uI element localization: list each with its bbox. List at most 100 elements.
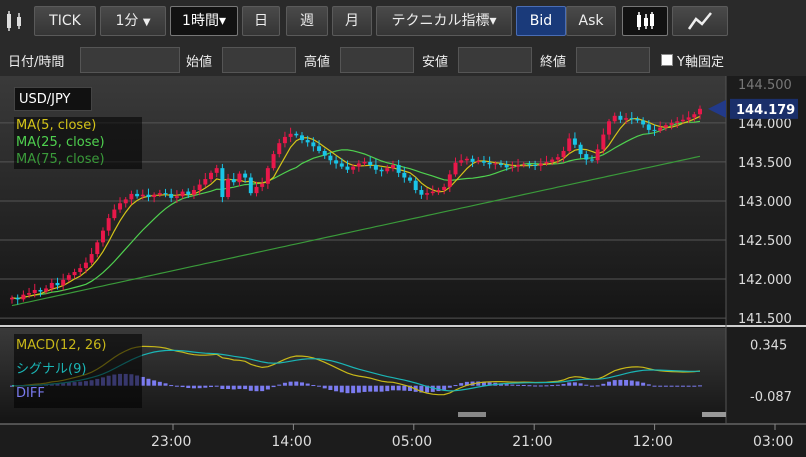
open-field[interactable]	[222, 47, 296, 73]
tick-button[interactable]: TICK	[34, 6, 96, 36]
day-button[interactable]: 日	[242, 6, 280, 36]
macd-y-tick-label: -0.087	[750, 390, 792, 405]
yaxis-fix-label: Y軸固定	[677, 55, 724, 70]
line-mode-button[interactable]	[672, 6, 728, 36]
datetime-field[interactable]	[80, 47, 180, 73]
diff-bar	[385, 385, 390, 392]
candle-body	[89, 254, 94, 263]
diff-bar	[686, 385, 691, 387]
candle-body	[243, 173, 248, 178]
candle-body	[152, 194, 157, 198]
diff-bar	[265, 385, 270, 390]
candle-body	[226, 179, 231, 198]
candle-body	[584, 154, 589, 160]
diff-bar	[362, 385, 367, 392]
toolbar: TICK 1分 ▼ 1時間▾ 日 週 月 テクニカル指標▾ Bid Ask	[0, 0, 806, 44]
candle-body	[339, 163, 344, 167]
candle-body	[379, 169, 384, 172]
diff-bar	[197, 385, 202, 389]
candle-body	[476, 161, 481, 163]
candle-body	[237, 173, 242, 183]
candle-body	[44, 288, 49, 292]
candle-body	[140, 194, 145, 197]
candle-body	[425, 193, 430, 195]
diff-bar	[328, 385, 333, 390]
month-button[interactable]: 月	[332, 6, 372, 36]
ask-button[interactable]: Ask	[566, 6, 616, 36]
candle-body	[453, 162, 458, 175]
diff-bar	[191, 385, 196, 389]
candle-body	[260, 183, 265, 187]
candle-body	[163, 193, 168, 195]
technical-indicators-dropdown[interactable]: テクニカル指標▾	[376, 6, 512, 36]
candle-body	[174, 196, 179, 198]
diff-bar	[595, 385, 600, 387]
y-tick-label: 143.000	[738, 195, 792, 210]
diff-bar	[624, 379, 629, 386]
symbol-label: USD/JPY	[14, 87, 92, 111]
diff-bar	[220, 385, 225, 389]
candle-body	[83, 262, 88, 269]
candle-body	[106, 218, 111, 231]
high-field[interactable]	[340, 47, 414, 73]
candle-body	[135, 193, 140, 197]
diff-bar	[646, 384, 651, 386]
diff-bar	[294, 381, 299, 386]
diff-bar	[254, 385, 259, 392]
week-button[interactable]: 週	[286, 6, 328, 36]
axis-bg	[726, 76, 806, 426]
scroll-end[interactable]	[702, 412, 726, 417]
diff-bar	[459, 383, 464, 386]
diff-bar	[390, 385, 395, 391]
line-chart-icon	[687, 12, 712, 30]
y-tick-label: 142.000	[738, 273, 792, 288]
diff-bar	[533, 385, 538, 387]
candle-body	[191, 190, 196, 195]
hour-dropdown[interactable]: 1時間▾	[170, 6, 238, 36]
diff-bar	[180, 385, 185, 388]
candle-body	[675, 121, 680, 123]
yaxis-fix-checkbox[interactable]	[661, 54, 673, 66]
minute-dropdown[interactable]: 1分 ▼	[100, 6, 166, 36]
candle-body	[408, 177, 413, 181]
bid-button[interactable]: Bid	[516, 6, 566, 36]
diff-bar	[584, 384, 589, 386]
datetime-label: 日付/時間	[8, 55, 65, 70]
candlestick-chart-icon[interactable]	[4, 10, 26, 32]
candle-body	[669, 122, 674, 126]
candlestick-mode-button[interactable]	[622, 6, 668, 36]
diff-bar	[140, 376, 145, 386]
candle-body	[118, 203, 123, 210]
x-tick-label: 14:00	[271, 434, 311, 450]
candle-body	[447, 174, 452, 187]
diff-bar	[260, 385, 265, 392]
diff-bar	[663, 385, 668, 387]
diff-bar	[680, 385, 685, 387]
scroll-thumb[interactable]	[458, 412, 486, 417]
candle-body	[15, 297, 20, 300]
candle-body	[248, 177, 253, 194]
diff-bar	[174, 385, 179, 387]
candle-body	[589, 159, 594, 161]
diff-bar	[152, 380, 157, 386]
legend-macd: MACD(12, 26)	[16, 338, 107, 353]
diff-bar	[572, 382, 577, 386]
diff-bar	[442, 385, 447, 390]
candle-body	[21, 294, 26, 300]
candle-body	[288, 133, 293, 137]
candle-body	[663, 125, 668, 128]
diff-bar	[487, 382, 492, 386]
candle-body	[100, 230, 105, 243]
diff-bar	[652, 385, 657, 387]
candle-body	[203, 179, 208, 185]
candle-body	[430, 191, 435, 194]
macd-y-tick-label: 0.345	[750, 339, 787, 354]
candle-body	[533, 165, 538, 167]
diff-bar	[618, 379, 623, 386]
candle-body	[516, 165, 521, 167]
diff-bar	[567, 382, 572, 386]
low-field[interactable]	[458, 47, 532, 73]
candle-body	[436, 190, 441, 192]
close-field[interactable]	[576, 47, 650, 73]
candle-body	[95, 242, 100, 255]
